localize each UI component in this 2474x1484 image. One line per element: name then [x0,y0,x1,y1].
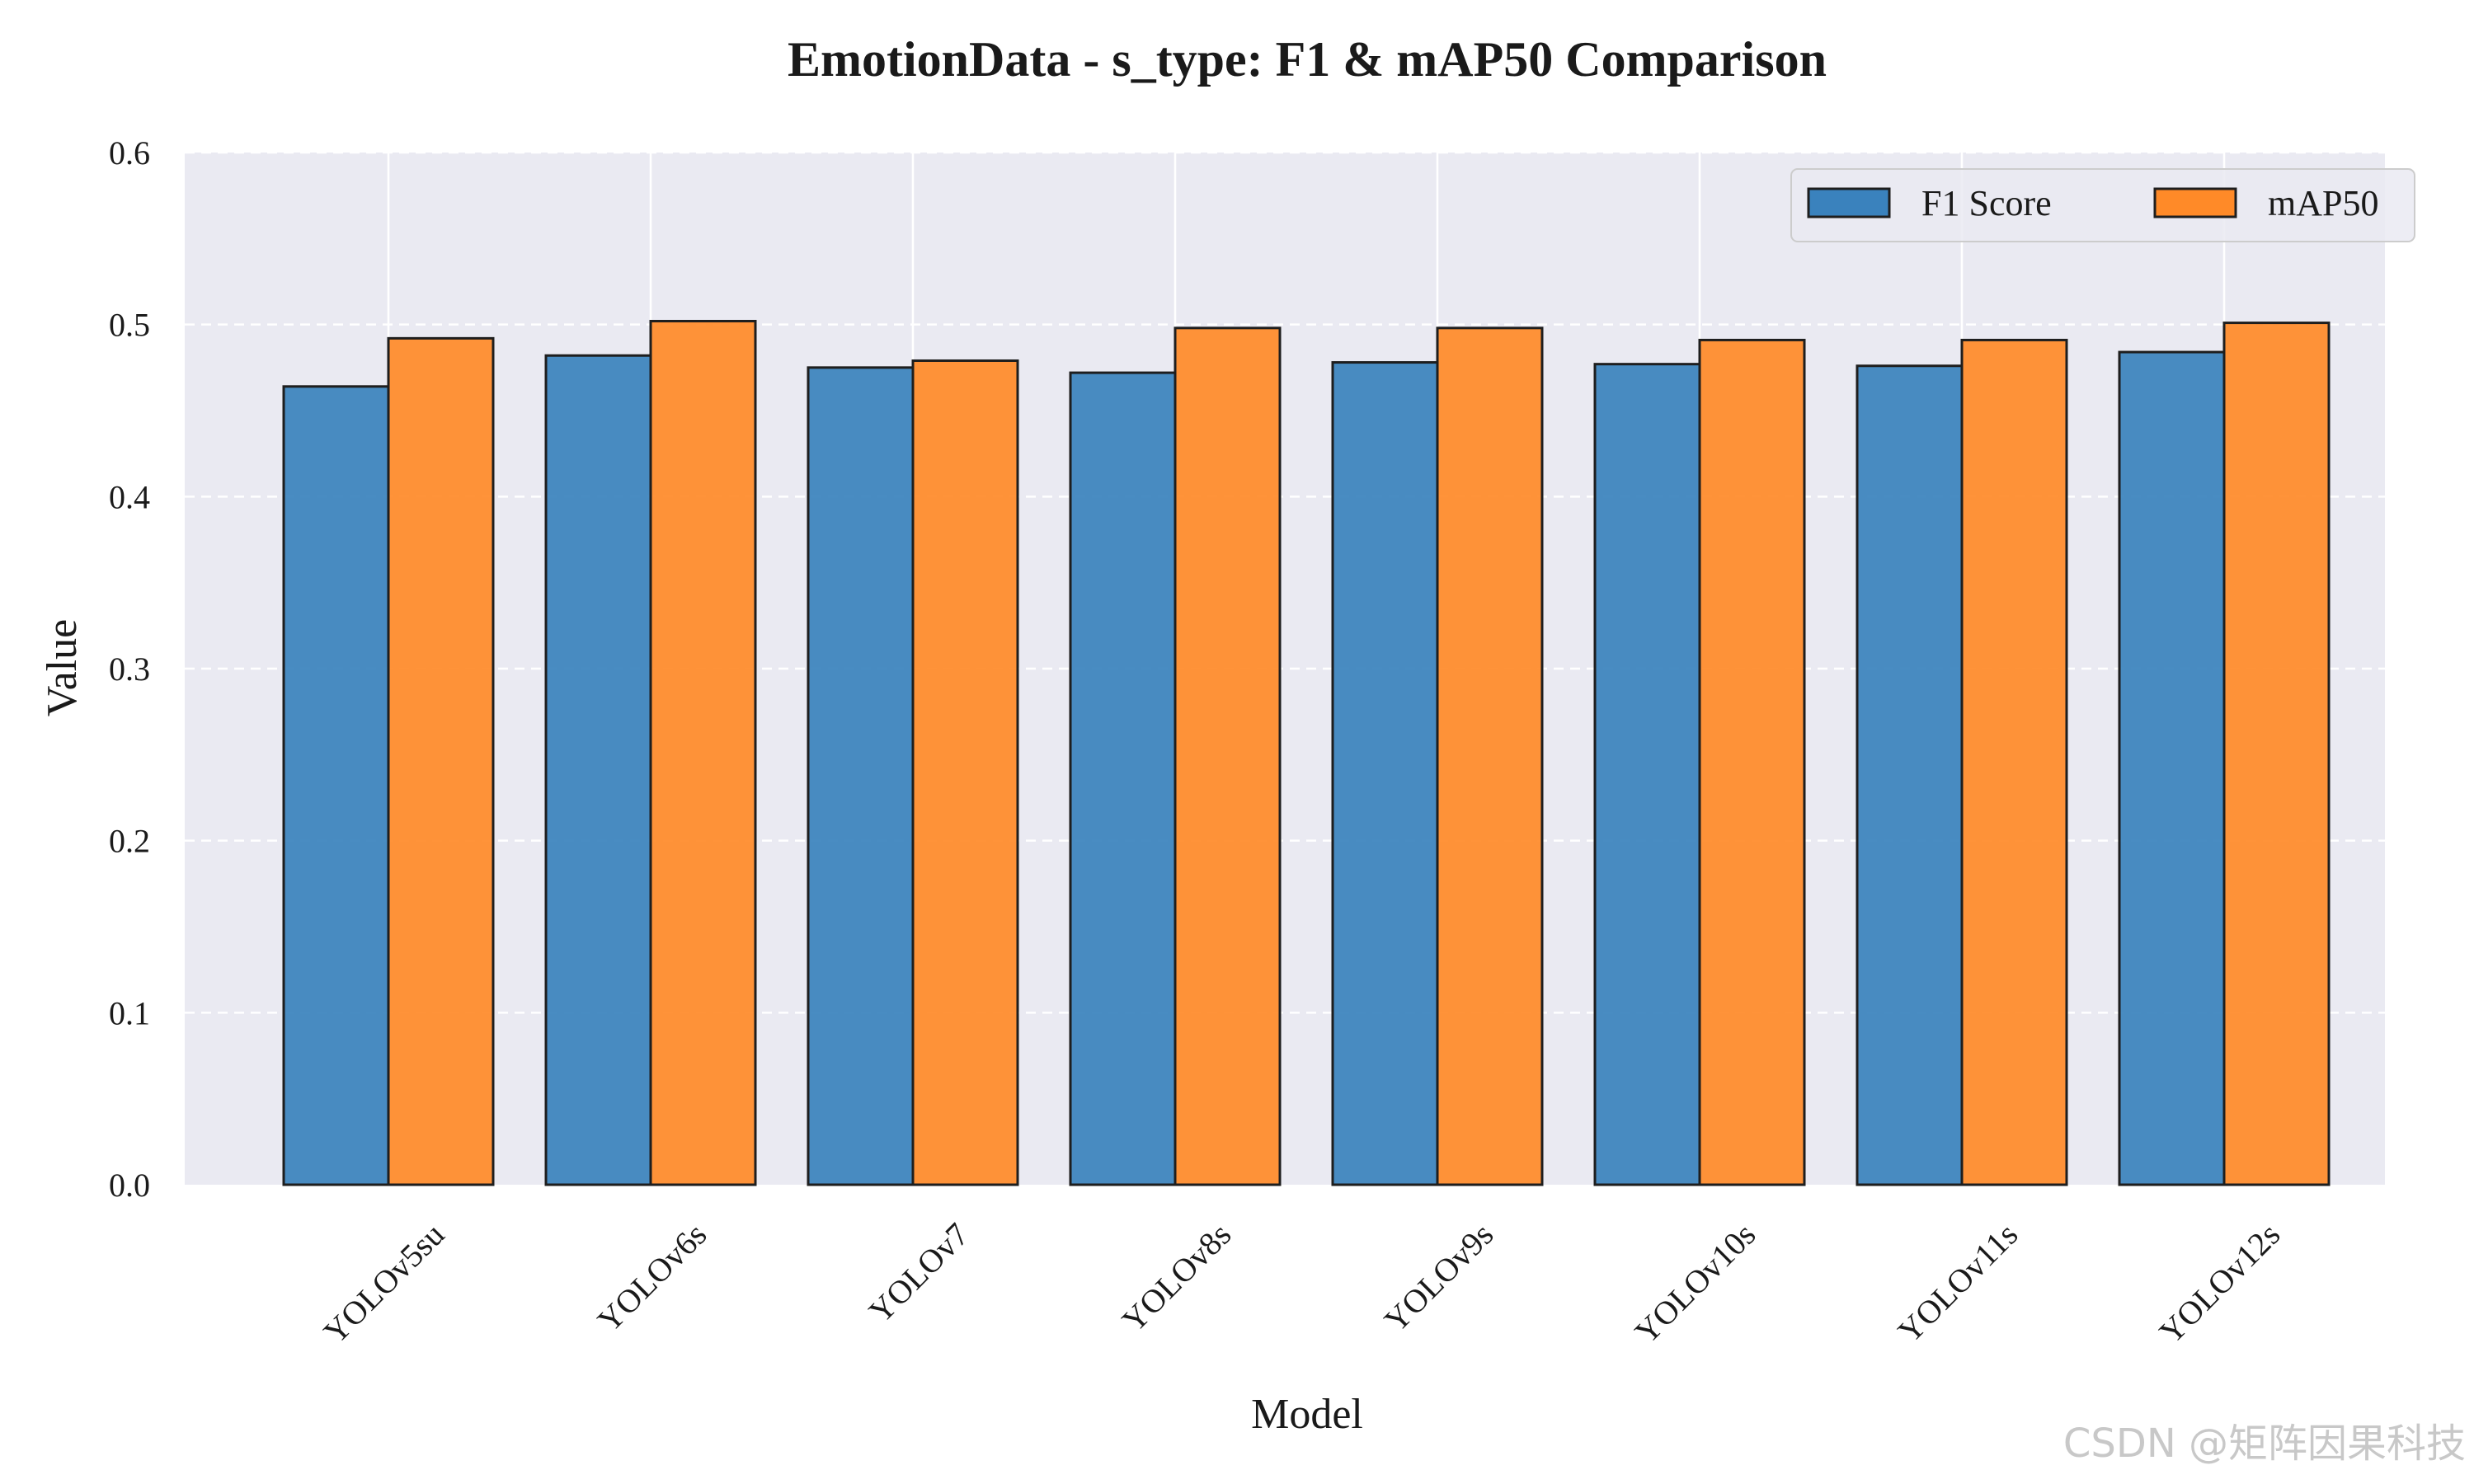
y-tick-label: 0.0 [109,1167,150,1204]
x-tick-label: YOLOv8s [1115,1216,1239,1340]
x-tick-label: YOLOv5su [317,1216,452,1351]
bar-map50 [1436,326,1544,1186]
bars [282,319,2331,1186]
legend-box [1790,168,2415,242]
bar-map50 [2222,322,2331,1186]
bar-f1 [282,385,390,1186]
x-tick-label: YOLOv12s [2152,1216,2288,1351]
x-tick-label: YOLOv6s [590,1216,714,1340]
y-tick-label: 0.2 [109,823,150,860]
bar-map50 [649,319,757,1186]
y-tick-label: 0.1 [109,994,150,1031]
bar-f1 [807,366,915,1186]
y-tick-label: 0.4 [109,478,150,515]
x-tick-label: YOLOv7 [862,1216,976,1331]
bar-f1 [1331,361,1439,1186]
bar-f1 [1593,363,1701,1186]
legend-swatch [1807,187,1891,218]
y-axis-label: Value [39,619,86,716]
x-axis-ticks: YOLOv5su YOLOv6s YOLOv7 YOLOv8s YOLOv9s YOLOv… [317,1216,2288,1351]
x-tick-label: YOLOv10s [1628,1216,1763,1351]
legend-label: mAP50 [2268,183,2378,223]
y-tick-label: 0.5 [109,307,150,344]
watermark: CSDN @矩阵因果科技 [2063,1421,2466,1467]
y-tick-label: 0.3 [109,650,150,688]
legend: F1 Score mAP50 [1790,168,2415,242]
chart-title: EmotionData - s_type: F1 & mAP50 Compari… [788,32,1827,87]
bar-map50 [1960,338,2068,1186]
legend-label: F1 Score [1921,183,2052,223]
legend-swatch [2153,187,2237,218]
bar-map50 [1698,338,1806,1186]
bar-f1 [1856,364,1964,1186]
bar-map50 [387,336,495,1186]
x-tick-label: YOLOv9s [1377,1216,1501,1340]
y-axis-ticks: 0.0 0.1 0.2 0.3 0.4 0.5 0.6 [109,134,150,1204]
x-tick-label: YOLOv11s [1891,1216,2025,1350]
bar-map50 [911,359,1019,1186]
bar-f1 [1069,371,1177,1186]
y-tick-label: 0.6 [109,134,150,171]
bar-f1 [2118,350,2226,1186]
bar-map50 [1174,326,1282,1186]
bar-f1 [544,354,652,1186]
x-axis-label: Model [1251,1391,1363,1438]
